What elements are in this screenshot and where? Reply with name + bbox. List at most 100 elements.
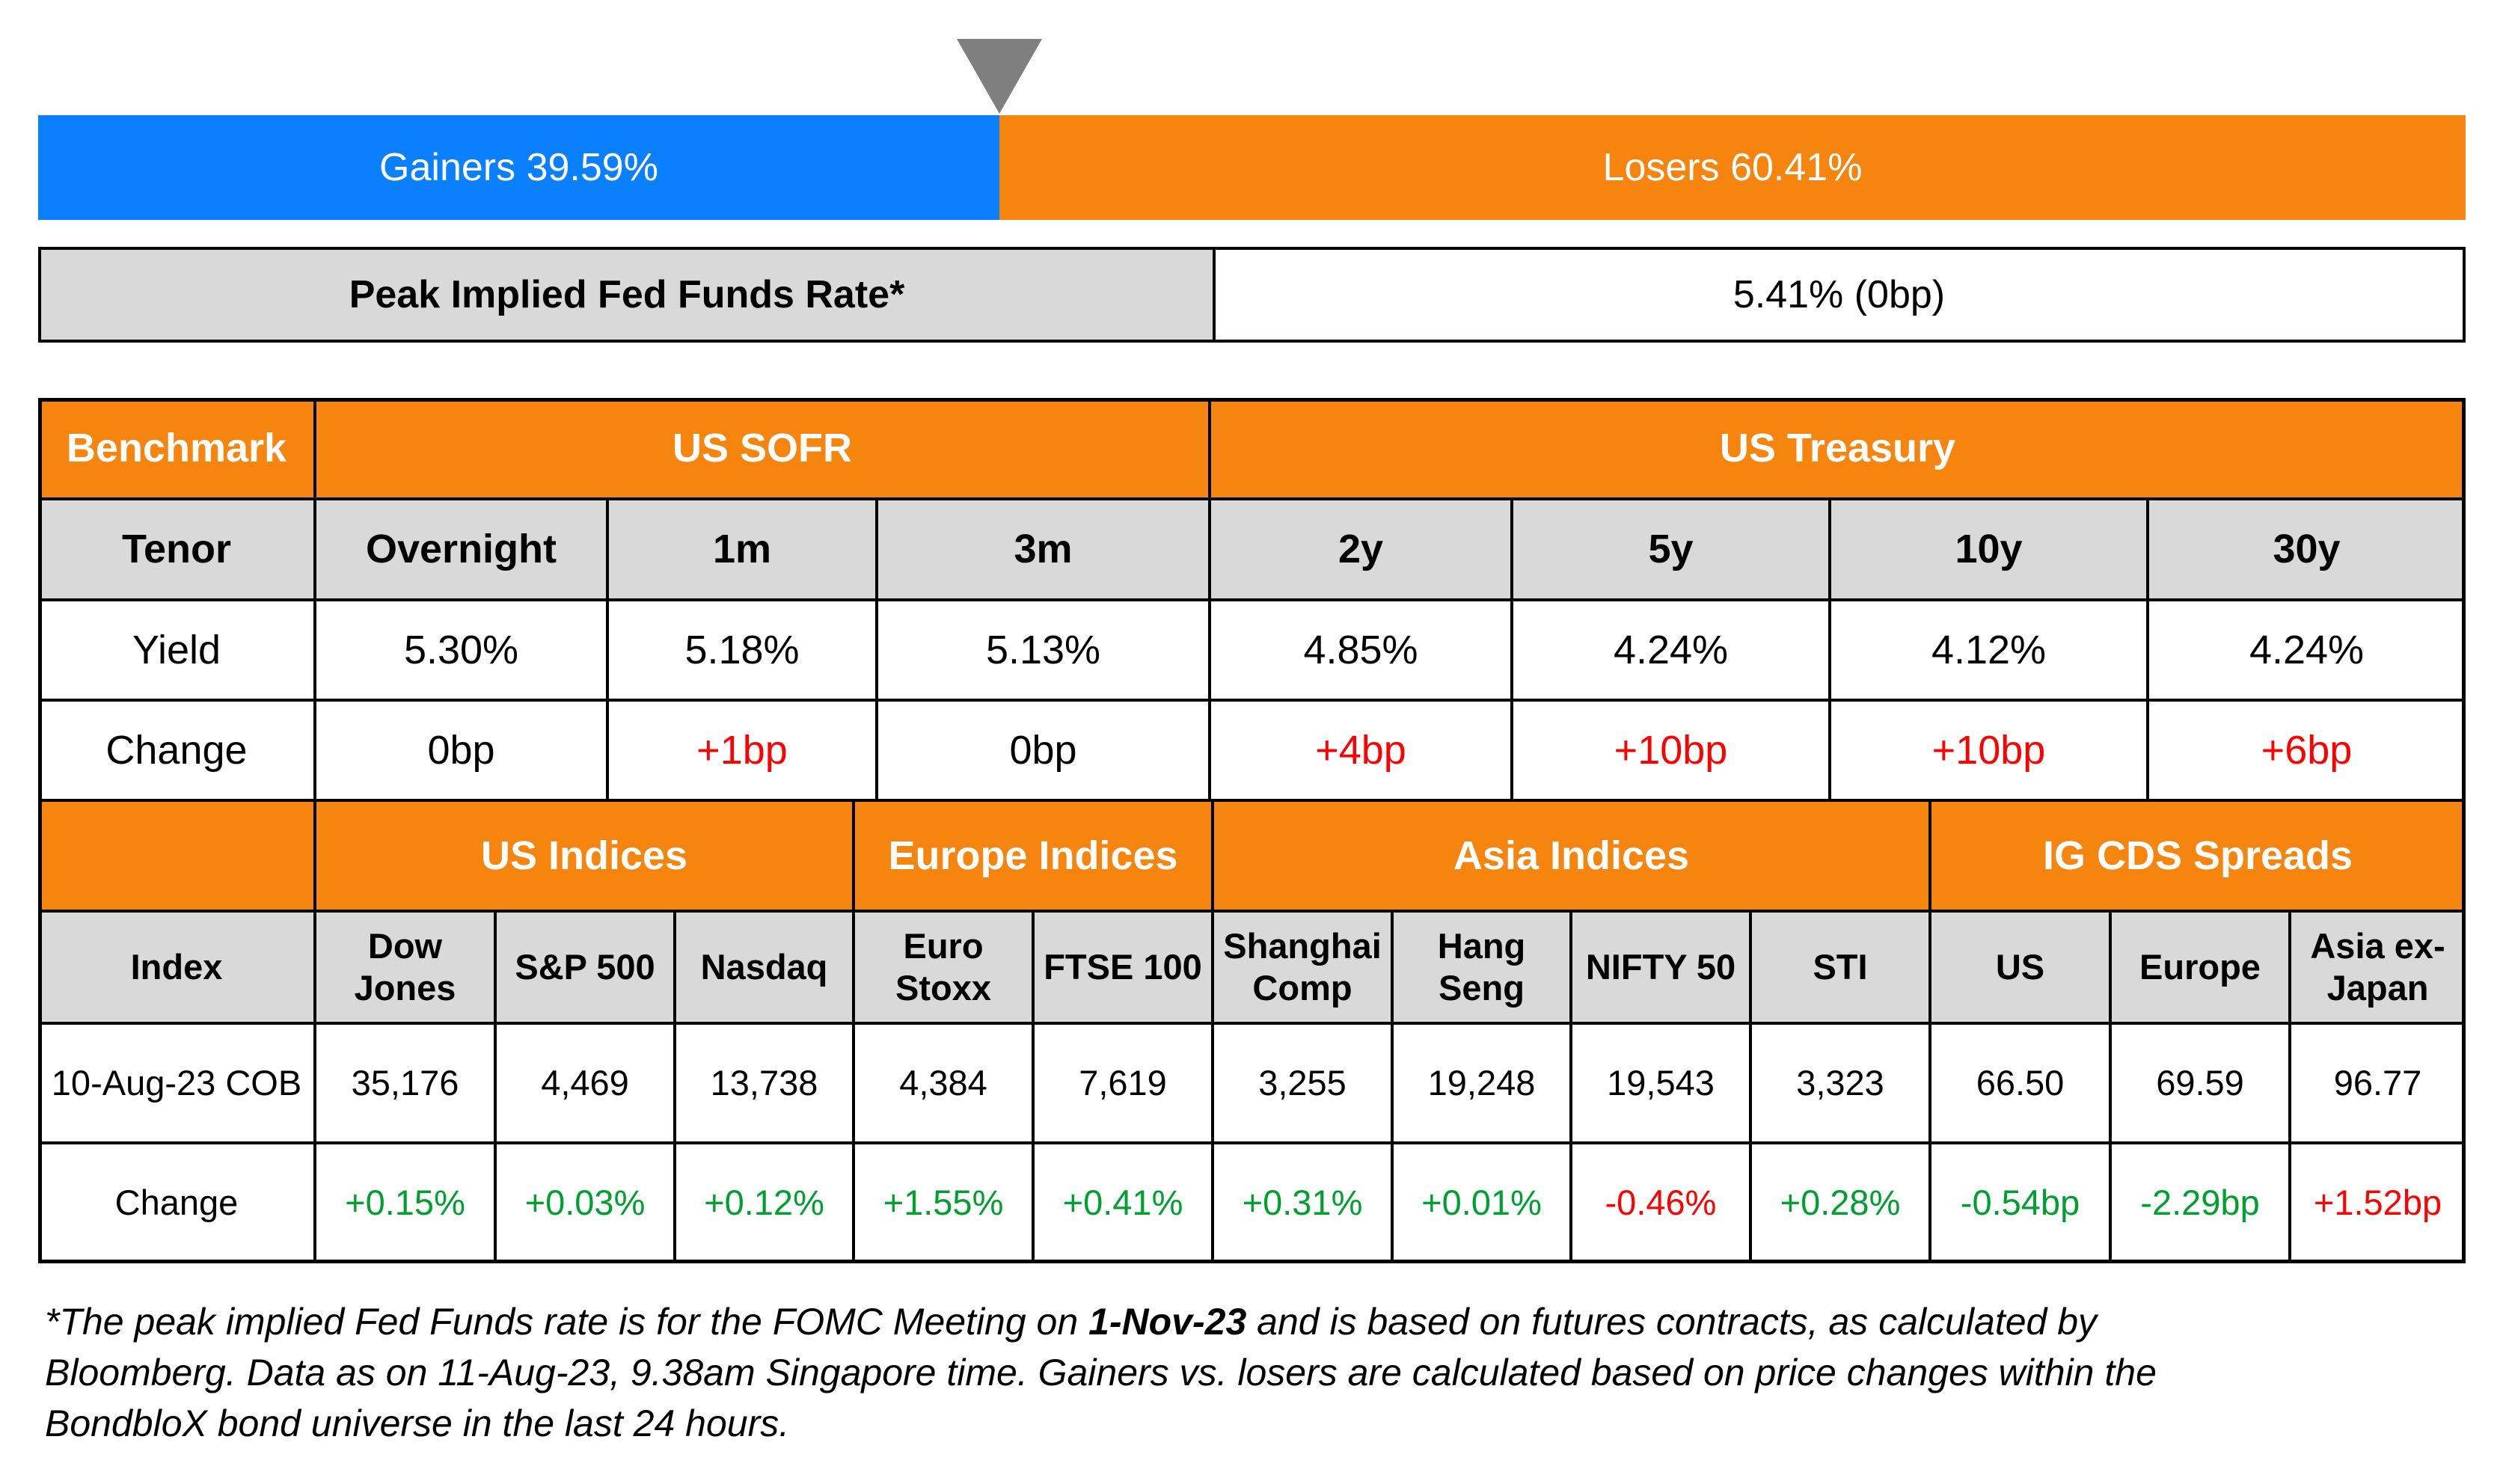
rate-change-value: +10bp	[1830, 700, 2148, 800]
index-name: Dow Jones	[315, 911, 495, 1023]
market-table: Benchmark US SOFR US Treasury Tenor Overnigh…	[38, 398, 2466, 1263]
footnote-line-3: BondbloX bond universe in the last 24 ho…	[45, 1402, 790, 1444]
group-header-ig-cds: IG CDS Spreads	[1930, 800, 2466, 911]
group-header-asia-indices: Asia Indices	[1213, 800, 1930, 911]
footnote: *The peak implied Fed Funds rate is for …	[45, 1296, 2466, 1449]
index-change-value: -2.29bp	[2110, 1143, 2290, 1263]
index-name-line: Hang	[1437, 925, 1526, 966]
index-name: Hang Seng	[1392, 911, 1571, 1023]
rate-change-value: +6bp	[2148, 700, 2466, 800]
index-name: US	[1930, 911, 2110, 1023]
index-name: Europe	[2110, 911, 2290, 1023]
index-value: 19,248	[1392, 1023, 1571, 1143]
index-name-line: STI	[1813, 946, 1868, 987]
tenor-header: 30y	[2148, 499, 2466, 600]
index-change-value: +1.52bp	[2290, 1143, 2466, 1263]
index-change-value: +1.55%	[854, 1143, 1033, 1263]
yield-value: 4.24%	[1512, 600, 1830, 700]
index-change-value: +0.28%	[1750, 1143, 1930, 1263]
gainers-losers-bar: Gainers 39.59% Losers 60.41%	[38, 115, 2466, 220]
rate-change-value: +10bp	[1512, 700, 1830, 800]
index-change-value: +0.31%	[1213, 1143, 1392, 1263]
index-change-value: -0.54bp	[1930, 1143, 2110, 1263]
index-name: Euro Stoxx	[854, 911, 1033, 1023]
peak-rate-value: 5.41% (0bp)	[1216, 250, 2463, 340]
yield-value: 4.85%	[1210, 600, 1512, 700]
tenor-header: Overnight	[315, 499, 607, 600]
index-name: NIFTY 50	[1571, 911, 1750, 1023]
group-header-us-treasury: US Treasury	[1210, 398, 2466, 499]
yield-value: 4.24%	[2148, 600, 2466, 700]
index-value: 19,543	[1571, 1023, 1750, 1143]
yield-value: 5.30%	[315, 600, 607, 700]
peak-rate-box: Peak Implied Fed Funds Rate* 5.41% (0bp)	[38, 247, 2466, 343]
rate-change-label: Change	[38, 700, 315, 800]
index-name-line: US	[1995, 946, 2045, 987]
yield-value: 4.12%	[1830, 600, 2148, 700]
index-change-value: +0.12%	[675, 1143, 854, 1263]
index-name: S&P 500	[495, 911, 675, 1023]
group-header-europe-indices: Europe Indices	[854, 800, 1213, 911]
index-name-line: Seng	[1439, 968, 1525, 1008]
index-value: 4,384	[854, 1023, 1033, 1143]
index-label: Index	[38, 911, 315, 1023]
index-value: 7,619	[1033, 1023, 1213, 1143]
index-value: 96.77	[2290, 1023, 2466, 1143]
losers-label: Losers 60.41%	[1602, 146, 1863, 189]
footnote-line-1: *The peak implied Fed Funds rate is for …	[45, 1296, 2466, 1347]
tenor-header: 10y	[1830, 499, 2148, 600]
index-value: 3,255	[1213, 1023, 1392, 1143]
index-name-line: FTSE 100	[1044, 946, 1202, 987]
tenor-header: 3m	[877, 499, 1210, 600]
index-name-line: Dow	[367, 925, 443, 966]
index-value: 69.59	[2110, 1023, 2290, 1143]
tenor-header: 1m	[607, 499, 877, 600]
group-header-us-sofr: US SOFR	[315, 398, 1210, 499]
rate-change-value: 0bp	[315, 700, 607, 800]
gainers-label: Gainers 39.59%	[379, 146, 658, 189]
index-change-label: Change	[38, 1143, 315, 1263]
yield-value: 5.13%	[877, 600, 1210, 700]
index-name-line: Comp	[1252, 968, 1352, 1008]
index-name: Asia ex- Japan	[2290, 911, 2466, 1023]
index-name-line: Shanghai	[1223, 925, 1382, 966]
index-value: 13,738	[675, 1023, 854, 1143]
index-change-value: +0.01%	[1392, 1143, 1571, 1263]
blank-header	[38, 800, 315, 911]
index-name-line: Euro	[903, 925, 984, 966]
footnote-date: 1-Nov-23	[1088, 1301, 1247, 1343]
gainers-segment: Gainers 39.59%	[38, 115, 999, 220]
footnote-line-2: Bloomberg. Data as on 11-Aug-23, 9.38am …	[45, 1352, 2157, 1393]
index-name-line: NIFTY 50	[1585, 946, 1736, 987]
index-change-value: +0.03%	[495, 1143, 675, 1263]
index-name-line: Europe	[2139, 946, 2261, 987]
index-change-value: -0.46%	[1571, 1143, 1750, 1263]
group-header-us-indices: US Indices	[315, 800, 854, 911]
index-name-line: Jones	[354, 968, 456, 1008]
tenor-label: Tenor	[38, 499, 315, 600]
index-value: 35,176	[315, 1023, 495, 1143]
benchmark-header: Benchmark	[38, 398, 315, 499]
rate-change-value: +4bp	[1210, 700, 1512, 800]
index-value: 3,323	[1750, 1023, 1930, 1143]
index-value: 66.50	[1930, 1023, 2110, 1143]
yield-label: Yield	[38, 600, 315, 700]
index-name-line: Japan	[2326, 968, 2429, 1008]
footnote-prefix: *The peak implied Fed Funds rate is for …	[45, 1301, 1089, 1343]
tenor-header: 5y	[1512, 499, 1830, 600]
footnote-line1-rest: and is based on futures contracts, as ca…	[1246, 1301, 2098, 1343]
index-name-line: Nasdaq	[700, 946, 828, 987]
losers-segment: Losers 60.41%	[999, 115, 2466, 220]
index-name: FTSE 100	[1033, 911, 1213, 1023]
index-change-value: +0.41%	[1033, 1143, 1213, 1263]
rate-change-value: +1bp	[607, 700, 877, 800]
peak-rate-label: Peak Implied Fed Funds Rate*	[41, 250, 1216, 340]
tenor-header: 2y	[1210, 499, 1512, 600]
date-label: 10-Aug-23 COB	[38, 1023, 315, 1143]
index-name: Shanghai Comp	[1213, 911, 1392, 1023]
index-change-value: +0.15%	[315, 1143, 495, 1263]
index-name-line: Stoxx	[895, 968, 991, 1008]
index-name-line: Asia ex-	[2310, 925, 2445, 966]
rate-change-value: 0bp	[877, 700, 1210, 800]
index-name-line: S&P 500	[515, 946, 655, 987]
